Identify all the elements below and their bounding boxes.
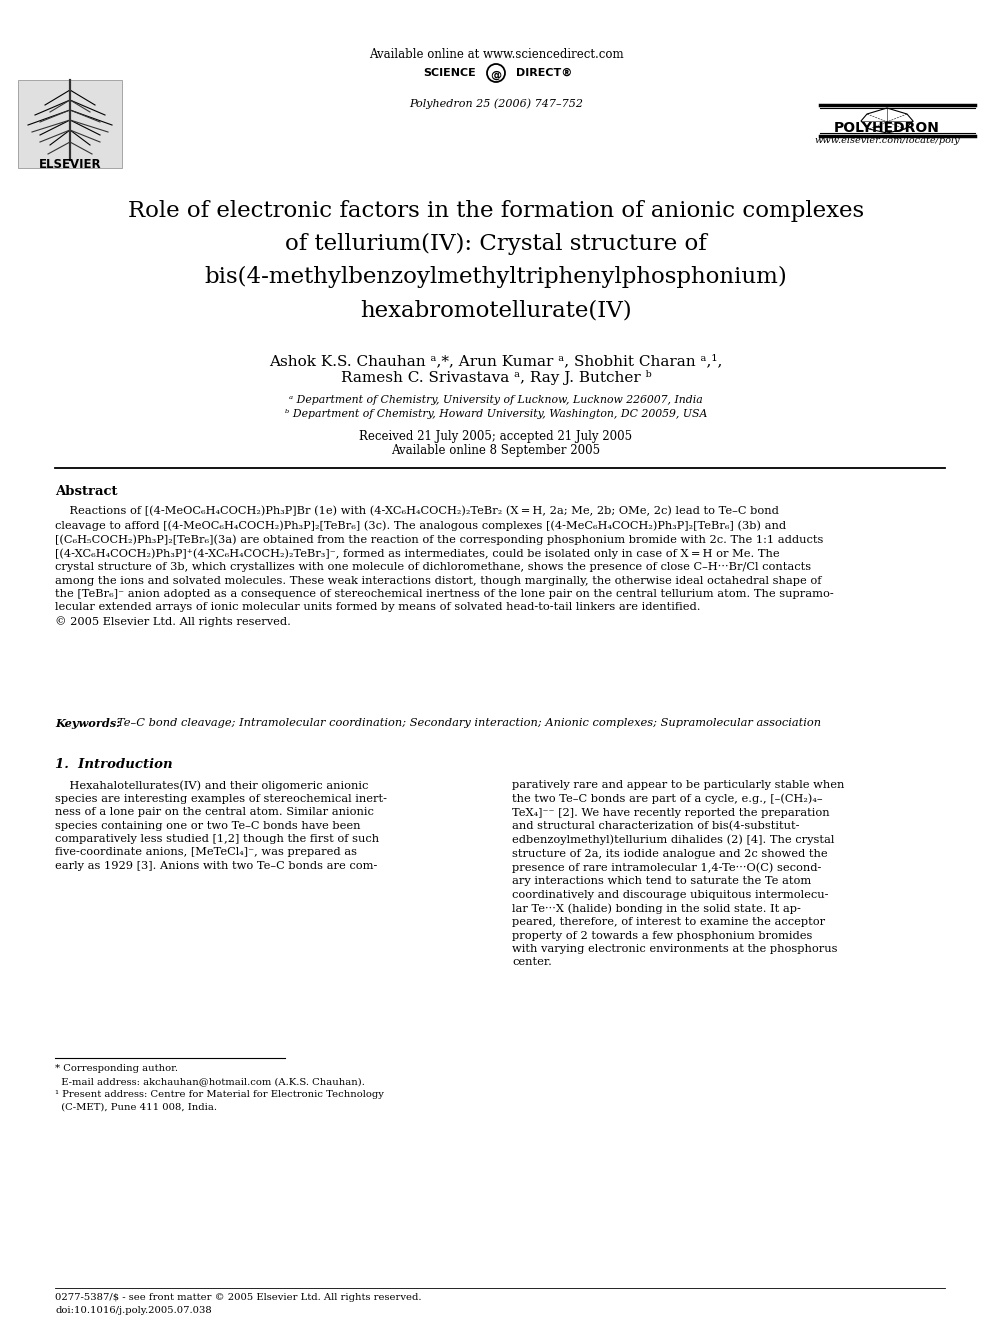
Circle shape bbox=[487, 64, 505, 82]
Text: Ashok K.S. Chauhan ᵃ,*, Arun Kumar ᵃ, Shobhit Charan ᵃ,¹,: Ashok K.S. Chauhan ᵃ,*, Arun Kumar ᵃ, Sh… bbox=[269, 355, 723, 368]
Text: Hexahalotellurates(IV) and their oligomeric anionic
species are interesting exam: Hexahalotellurates(IV) and their oligome… bbox=[55, 781, 387, 871]
Text: doi:10.1016/j.poly.2005.07.038: doi:10.1016/j.poly.2005.07.038 bbox=[55, 1306, 211, 1315]
Text: bis(4-methylbenzoylmethyltriphenylphosphonium): bis(4-methylbenzoylmethyltriphenylphosph… bbox=[204, 266, 788, 288]
Text: ᵇ Department of Chemistry, Howard University, Washington, DC 20059, USA: ᵇ Department of Chemistry, Howard Univer… bbox=[285, 409, 707, 419]
Text: www.elsevier.com/locate/poly: www.elsevier.com/locate/poly bbox=[814, 136, 960, 146]
Text: Role of electronic factors in the formation of anionic complexes: Role of electronic factors in the format… bbox=[128, 200, 864, 222]
Text: * Corresponding author.: * Corresponding author. bbox=[55, 1064, 178, 1073]
Text: Abstract: Abstract bbox=[55, 486, 117, 497]
Text: E-mail address: akchauhan@hotmail.com (A.K.S. Chauhan).: E-mail address: akchauhan@hotmail.com (A… bbox=[55, 1077, 365, 1086]
Text: POLYHEDRON: POLYHEDRON bbox=[834, 120, 940, 135]
Text: ᵃ Department of Chemistry, University of Lucknow, Lucknow 226007, India: ᵃ Department of Chemistry, University of… bbox=[289, 396, 703, 405]
Text: DIRECT®: DIRECT® bbox=[516, 67, 572, 78]
Text: of tellurium(IV): Crystal structure of: of tellurium(IV): Crystal structure of bbox=[285, 233, 707, 255]
Text: Polyhedron 25 (2006) 747–752: Polyhedron 25 (2006) 747–752 bbox=[409, 98, 583, 108]
Text: ¹ Present address: Centre for Material for Electronic Technology: ¹ Present address: Centre for Material f… bbox=[55, 1090, 384, 1099]
Text: (C-MET), Pune 411 008, India.: (C-MET), Pune 411 008, India. bbox=[55, 1103, 217, 1113]
Text: Reactions of [(4-MeOC₆H₄COCH₂)Ph₃P]Br (1e) with (4-XC₆H₄COCH₂)₂TeBr₂ (X = H, 2a;: Reactions of [(4-MeOC₆H₄COCH₂)Ph₃P]Br (1… bbox=[55, 505, 833, 627]
Text: Ramesh C. Srivastava ᵃ, Ray J. Butcher ᵇ: Ramesh C. Srivastava ᵃ, Ray J. Butcher ᵇ bbox=[340, 370, 652, 385]
Text: Received 21 July 2005; accepted 21 July 2005: Received 21 July 2005; accepted 21 July … bbox=[359, 430, 633, 443]
Text: Available online 8 September 2005: Available online 8 September 2005 bbox=[392, 445, 600, 456]
Text: Te–C bond cleavage; Intramolecular coordination; Secondary interaction; Anionic : Te–C bond cleavage; Intramolecular coord… bbox=[117, 718, 821, 728]
Text: @: @ bbox=[490, 70, 502, 79]
Bar bbox=[18, 79, 122, 168]
Text: hexabromotellurate(IV): hexabromotellurate(IV) bbox=[360, 299, 632, 321]
Text: 0277-5387/$ - see front matter © 2005 Elsevier Ltd. All rights reserved.: 0277-5387/$ - see front matter © 2005 El… bbox=[55, 1293, 422, 1302]
Text: Keywords:: Keywords: bbox=[55, 718, 120, 729]
Text: 1.  Introduction: 1. Introduction bbox=[55, 758, 173, 771]
Text: ELSEVIER: ELSEVIER bbox=[39, 157, 101, 171]
Text: paratively rare and appear to be particularly stable when
the two Te–C bonds are: paratively rare and appear to be particu… bbox=[512, 781, 844, 967]
Text: Available online at www.sciencedirect.com: Available online at www.sciencedirect.co… bbox=[369, 48, 623, 61]
Text: SCIENCE: SCIENCE bbox=[424, 67, 476, 78]
